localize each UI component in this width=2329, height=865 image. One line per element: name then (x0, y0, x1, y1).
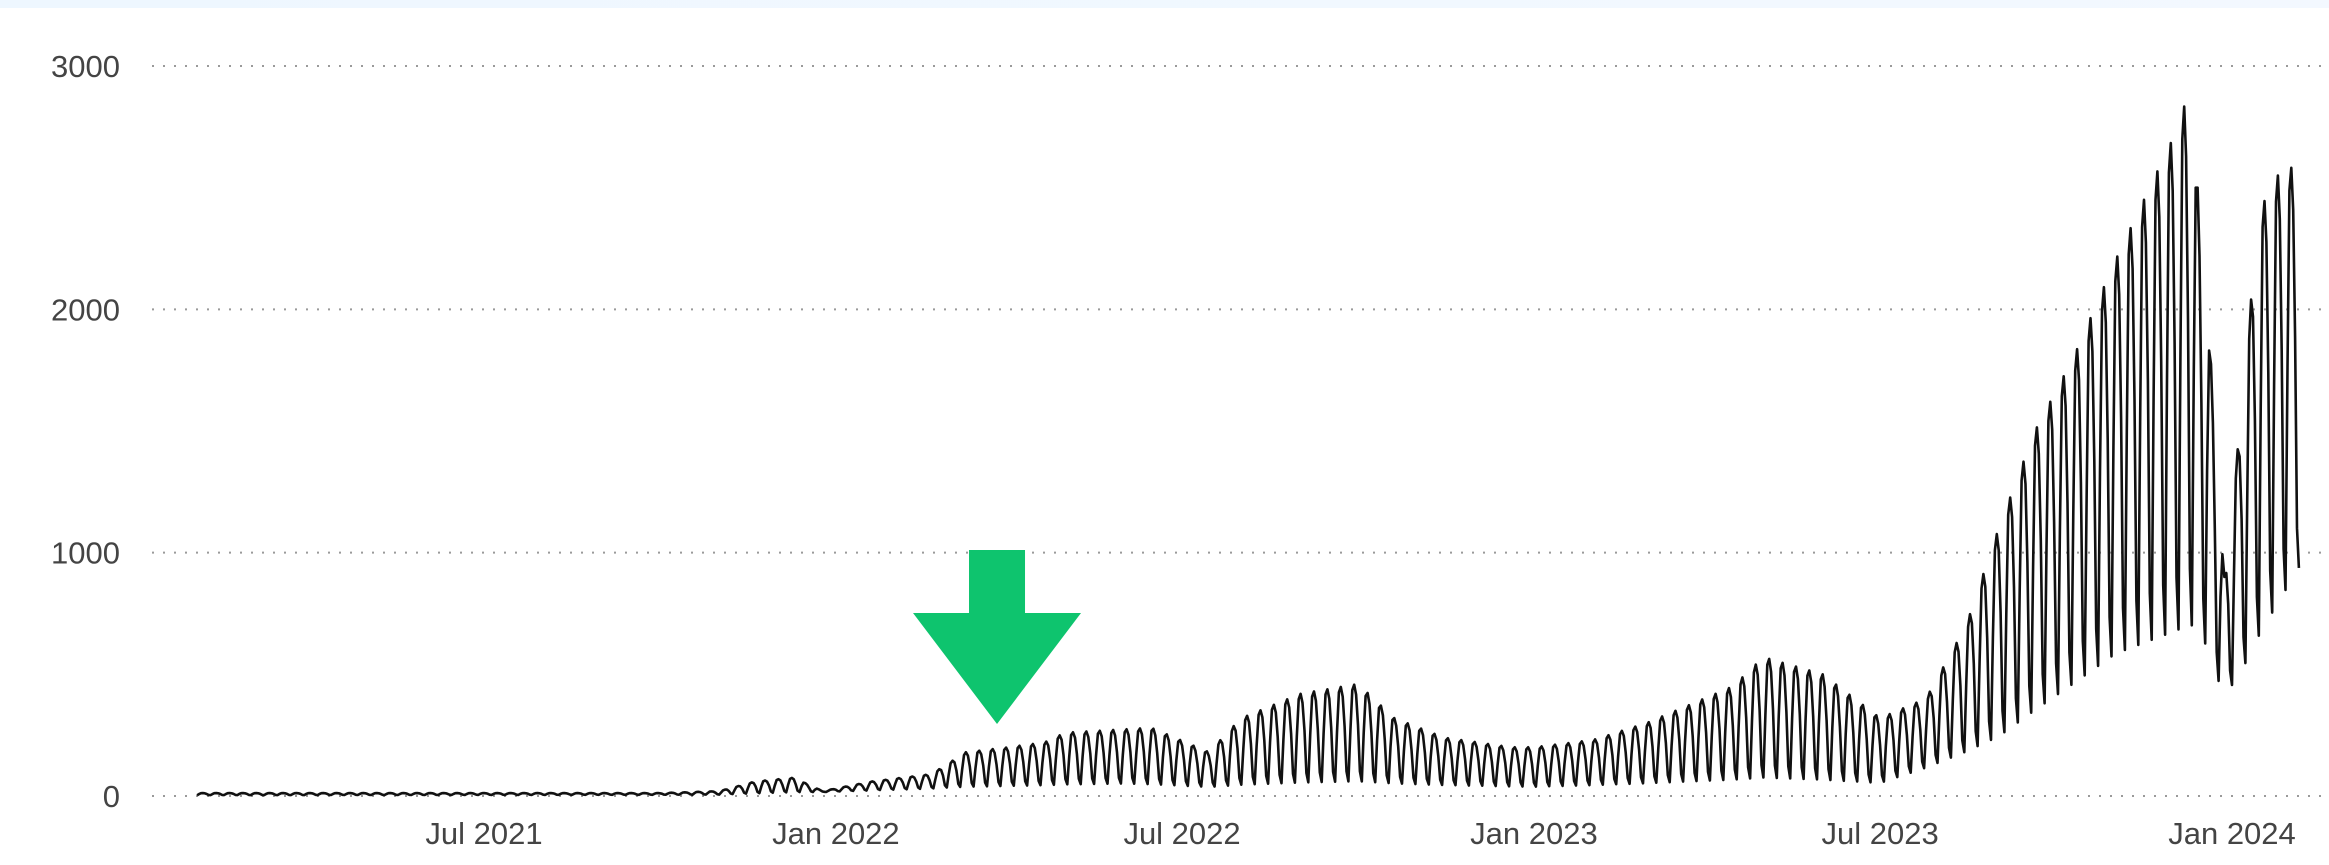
x-tick-label: Jul 2023 (1821, 816, 1938, 851)
x-tick-label: Jul 2021 (425, 816, 542, 851)
y-tick-label: 2000 (51, 292, 120, 327)
y-tick-label: 0 (103, 779, 120, 814)
y-tick-label: 1000 (51, 536, 120, 571)
top-band (0, 0, 2329, 8)
x-axis-labels: Jul 2021 Jan 2022 Jul 2022 Jan 2023 Jul 2023… (425, 816, 2295, 851)
x-tick-label: Jan 2023 (1470, 816, 1598, 851)
x-tick-label: Jan 2022 (772, 816, 900, 851)
x-tick-label: Jan 2024 (2168, 816, 2296, 851)
arrow-down-icon (913, 550, 1082, 724)
annotation-layer (913, 550, 1082, 724)
y-axis-labels: 0 1000 2000 3000 (51, 49, 120, 814)
series-line (196, 105, 2301, 797)
series-layer (196, 105, 2301, 797)
y-tick-label: 3000 (51, 49, 120, 84)
x-tick-label: Jul 2022 (1123, 816, 1240, 851)
